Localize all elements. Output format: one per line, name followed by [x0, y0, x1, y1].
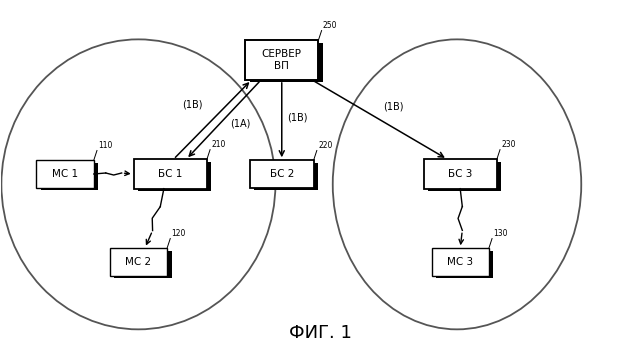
Text: 110: 110	[99, 141, 113, 150]
Bar	[41, 163, 99, 190]
Bar	[114, 251, 172, 278]
Text: (1В): (1В)	[182, 100, 203, 110]
Text: 210: 210	[211, 140, 226, 149]
Text: МС 1: МС 1	[52, 169, 78, 179]
Text: 220: 220	[318, 141, 332, 150]
Text: БС 3: БС 3	[448, 169, 472, 179]
Text: БС 2: БС 2	[269, 169, 294, 179]
Bar	[245, 40, 319, 80]
Text: МС 3: МС 3	[447, 257, 473, 267]
Text: 250: 250	[323, 21, 337, 30]
Bar	[254, 163, 318, 190]
Bar	[36, 160, 94, 188]
Bar	[424, 159, 497, 189]
Bar	[250, 43, 323, 82]
Bar	[250, 160, 314, 188]
Text: ФИГ. 1: ФИГ. 1	[289, 324, 351, 342]
Text: (1В): (1В)	[287, 112, 308, 122]
Bar	[436, 251, 493, 278]
Bar	[134, 159, 207, 189]
Bar	[428, 162, 501, 191]
Text: МС 2: МС 2	[125, 257, 152, 267]
Text: (1А): (1А)	[230, 119, 250, 129]
Text: 230: 230	[501, 140, 516, 149]
Text: 130: 130	[493, 229, 508, 238]
Text: (1В): (1В)	[383, 102, 404, 112]
Text: СЕРВЕР
ВП: СЕРВЕР ВП	[262, 49, 302, 71]
Bar	[138, 162, 211, 191]
Bar	[109, 248, 167, 276]
Bar	[431, 248, 489, 276]
Text: БС 1: БС 1	[158, 169, 182, 179]
Text: 120: 120	[172, 229, 186, 238]
